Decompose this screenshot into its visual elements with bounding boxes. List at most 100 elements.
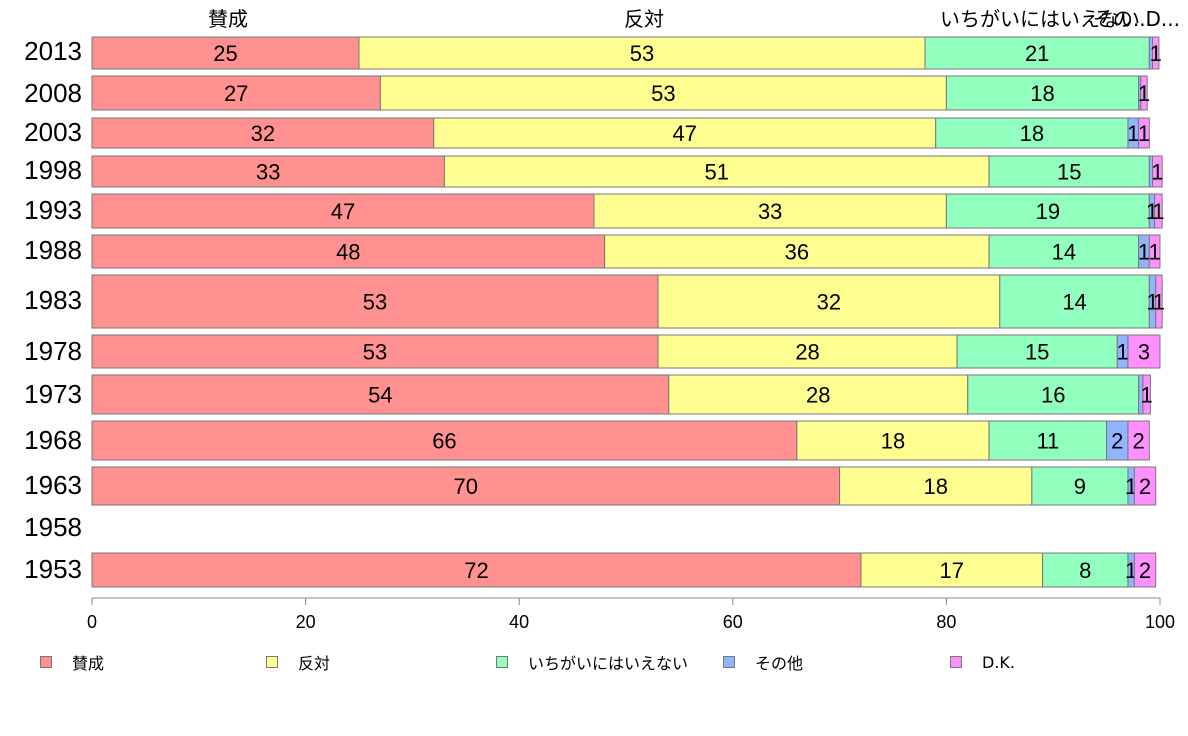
x-tick-label-40: 40 [509,612,529,632]
top-label-dk: D... [1146,7,1180,31]
data-label-hantai-1988: 36 [785,240,809,265]
data-label-ichigai-1978: 15 [1025,340,1049,365]
data-label-dk-1953: 2 [1139,558,1151,583]
data-label-hantai-2008: 53 [651,81,675,106]
bar-segment-sansei-1978 [91,334,659,369]
bar-segment-dk-2013 [1152,36,1160,70]
top-label-sonota: その... [1093,7,1152,31]
x-tick-label-20: 20 [296,612,316,632]
legend: 賛成 反対 いちがいにはいえない その他 D.K. [0,650,1188,674]
data-label-sansei-1993: 47 [331,199,355,224]
bar-segment-dk-1968 [1127,420,1150,461]
bar-segment-sansei-2008 [91,75,381,111]
top-label-hantai: 反対 [624,7,664,31]
bar-segment-dk-1973 [1142,374,1151,415]
data-label-sansei-1978: 53 [363,340,387,365]
legend-label-dk: D.K. [982,652,1015,672]
data-label-ichigai-2013: 21 [1025,41,1049,66]
bar-segment-dk-1953 [1133,552,1157,588]
bar-segment-sansei-1983 [91,274,659,329]
bar-segment-dk-1978 [1127,334,1161,369]
bar-segment-dk-1983 [1155,274,1163,329]
data-label-sonota-1988: 1 [1138,240,1150,265]
data-label-dk-1988: 1 [1149,240,1161,265]
legend-item-sonota: その他 [723,650,803,674]
data-label-dk-2013: 1 [1150,41,1162,66]
data-label-ichigai-1998: 15 [1057,160,1081,185]
top-label-ichigai: いちがいにはいえない [940,7,1140,31]
data-label-sansei-1973: 54 [368,383,392,408]
data-label-dk-1973: 1 [1141,383,1153,408]
data-label-sansei-2003: 32 [251,121,275,146]
bar-segment-ichigai-1978 [956,334,1118,369]
data-label-dk-1968: 2 [1133,429,1145,454]
y-tick-label-2003: 2003 [24,117,82,147]
legend-item-ichigai: いちがいにはいえない [496,650,688,674]
bar-segment-dk-1993 [1154,193,1163,229]
bar-segment-ichigai-1993 [945,193,1150,229]
data-label-ichigai-1993: 19 [1036,199,1060,224]
y-tick-label-1958: 1958 [24,512,82,542]
bar-segment-sansei-1953 [91,552,862,588]
data-label-dk-1978: 3 [1138,340,1150,365]
legend-label-ichigai: いちがいにはいえない [528,654,689,673]
data-label-ichigai-1973: 16 [1041,383,1065,408]
bar-segment-hantai-1978 [657,334,958,369]
data-label-ichigai-1953: 8 [1079,558,1091,583]
legend-label-sansei: 賛成 [72,654,105,673]
bar-segment-ichigai-2008 [945,75,1140,111]
data-label-ichigai-1968: 11 [1036,429,1059,454]
bar-segment-dk-1998 [1152,155,1163,188]
legend-swatch-ichigai [496,656,508,668]
data-label-sansei-1988: 48 [336,240,360,265]
bar-segment-hantai-1993 [593,193,947,229]
bar-segment-sansei-1998 [91,155,445,188]
y-tick-label-1953: 1953 [24,554,82,584]
data-label-hantai-1968: 18 [881,429,905,454]
data-label-sansei-1998: 33 [256,160,280,185]
bar-segment-sansei-1963 [91,466,841,506]
data-label-hantai-2003: 47 [672,121,696,146]
legend-swatch-dk [950,656,962,668]
bar-segment-hantai-2013 [358,36,926,70]
x-tick-label-100: 100 [1145,612,1175,632]
y-tick-label-2008: 2008 [24,78,82,108]
bar-segment-dk-2003 [1138,117,1150,149]
bar-segment-ichigai-1973 [967,374,1140,415]
legend-label-hantai: 反対 [298,654,331,673]
bar-segment-dk-1988 [1148,234,1161,269]
bar-segment-ichigai-1953 [1042,552,1129,588]
bar-segment-hantai-1988 [604,234,990,269]
data-label-sansei-1963: 70 [454,474,478,499]
bar-segment-hantai-1963 [839,466,1033,506]
data-label-sansei-2013: 25 [213,41,237,66]
data-label-sansei-1953: 72 [464,558,488,583]
bar-segment-hantai-2008 [379,75,947,111]
data-label-dk-2003: 1 [1138,121,1150,146]
data-label-ichigai-2008: 18 [1030,81,1054,106]
legend-item-sansei: 賛成 [40,650,104,674]
bar-segment-hantai-1968 [796,420,990,461]
bar-segment-sansei-1968 [91,420,798,461]
data-label-ichigai-2003: 18 [1020,121,1044,146]
data-label-sansei-1968: 66 [432,429,456,454]
data-label-hantai-1998: 51 [705,160,729,185]
y-tick-label-1993: 1993 [24,195,82,225]
data-label-hantai-1953: 17 [939,558,963,583]
data-label-sonota-1978: 1 [1116,340,1128,365]
bar-segment-hantai-1998 [443,155,990,188]
data-label-sonota-2003: 1 [1127,121,1139,146]
legend-swatch-hantai [266,656,278,668]
data-label-hantai-1993: 33 [758,199,782,224]
x-tick-label-80: 80 [936,612,956,632]
x-tick-label-0: 0 [87,612,97,632]
data-label-dk-2008: 1 [1138,81,1150,106]
data-label-dk-1998: 1 [1151,160,1163,185]
data-label-ichigai-1983: 14 [1062,290,1086,315]
data-label-ichigai-1988: 14 [1052,240,1076,265]
bar-segment-ichigai-1968 [988,420,1108,461]
bar-segment-hantai-2003 [433,117,937,149]
data-label-sansei-1983: 53 [363,290,387,315]
legend-swatch-sansei [40,656,52,668]
